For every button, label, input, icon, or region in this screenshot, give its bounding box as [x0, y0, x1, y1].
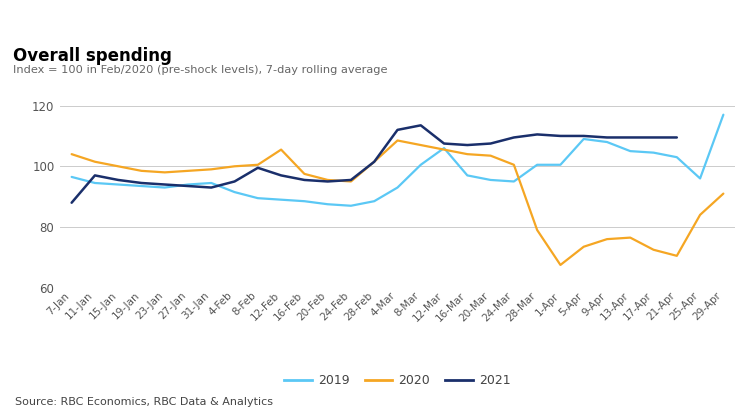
Legend: 2019, 2020, 2021: 2019, 2020, 2021: [279, 369, 516, 392]
Text: Index = 100 in Feb/2020 (pre-shock levels), 7-day rolling average: Index = 100 in Feb/2020 (pre-shock level…: [13, 65, 387, 75]
Text: Overall spending: Overall spending: [13, 47, 172, 65]
Text: Source: RBC Economics, RBC Data & Analytics: Source: RBC Economics, RBC Data & Analyt…: [15, 397, 273, 407]
